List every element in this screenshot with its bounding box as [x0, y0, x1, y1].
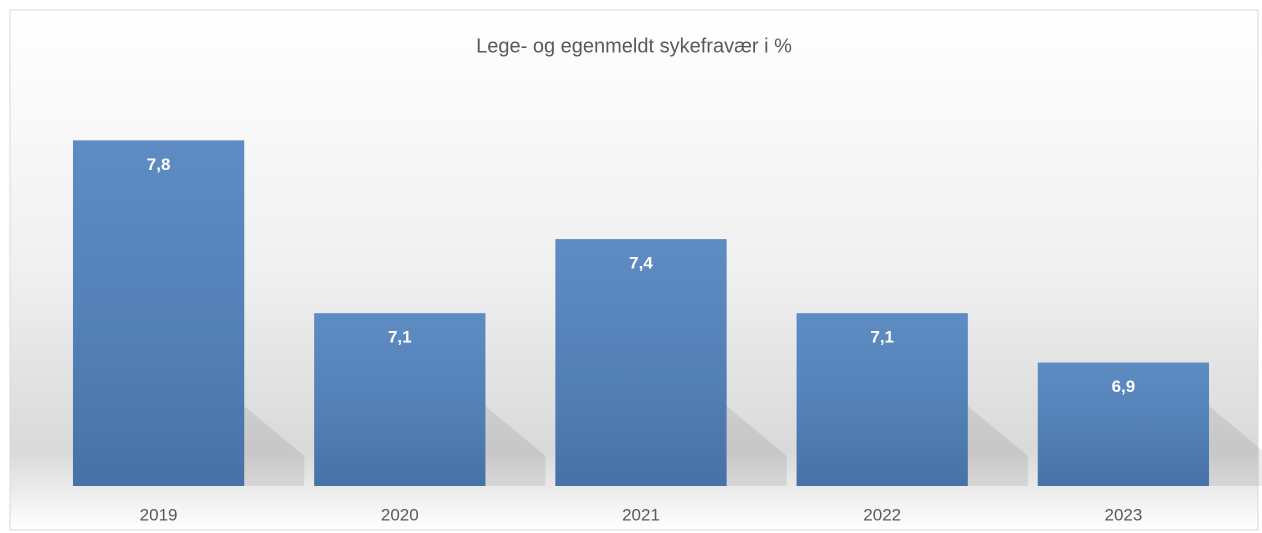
bar-shade	[796, 313, 968, 486]
value-label: 6,9	[1112, 377, 1136, 396]
bar-shade	[555, 239, 727, 486]
bar-shade	[314, 313, 486, 486]
value-label: 7,8	[147, 155, 171, 174]
bar-shadow	[726, 406, 787, 486]
x-tick-label: 2022	[863, 505, 901, 524]
bar-shade	[72, 140, 245, 486]
bar-shadow	[967, 406, 1028, 486]
value-label: 7,4	[629, 254, 653, 273]
bar-shade	[1037, 362, 1210, 486]
x-tick-label: 2019	[140, 505, 178, 524]
bar-shadow	[244, 406, 305, 486]
x-tick-label: 2021	[622, 505, 660, 524]
x-tick-label: 2020	[381, 505, 419, 524]
x-tick-label: 2023	[1104, 505, 1142, 524]
value-label: 7,1	[388, 328, 412, 347]
value-label: 7,1	[870, 328, 894, 347]
bar-shadow	[1209, 406, 1262, 486]
chart-title: Lege- og egenmeldt sykefravær i %	[476, 35, 792, 57]
bar-shadow	[485, 406, 546, 486]
